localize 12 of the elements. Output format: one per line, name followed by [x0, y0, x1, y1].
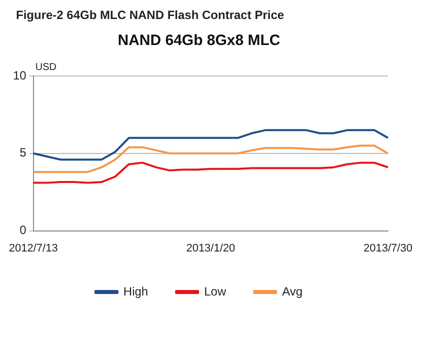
y-tick-label: 5 — [20, 146, 27, 160]
x-tick-label: 2013/1/20 — [186, 242, 236, 254]
chart-title: NAND 64Gb 8Gx8 MLC — [118, 32, 280, 50]
legend-label: Low — [204, 284, 226, 298]
x-tick-label: 2013/7/30 — [364, 242, 412, 254]
y-tick-label: 10 — [12, 68, 27, 82]
y-axis-title: USD — [35, 62, 56, 73]
chart-subtitle: Figure-2 64Gb MLC NAND Flash Contract Price — [16, 8, 284, 22]
y-tick-label: 0 — [20, 223, 27, 238]
x-tick-label: 2012/7/13 — [8, 242, 58, 254]
legend-label: High — [123, 284, 148, 298]
legend-label: Avg — [282, 284, 303, 298]
